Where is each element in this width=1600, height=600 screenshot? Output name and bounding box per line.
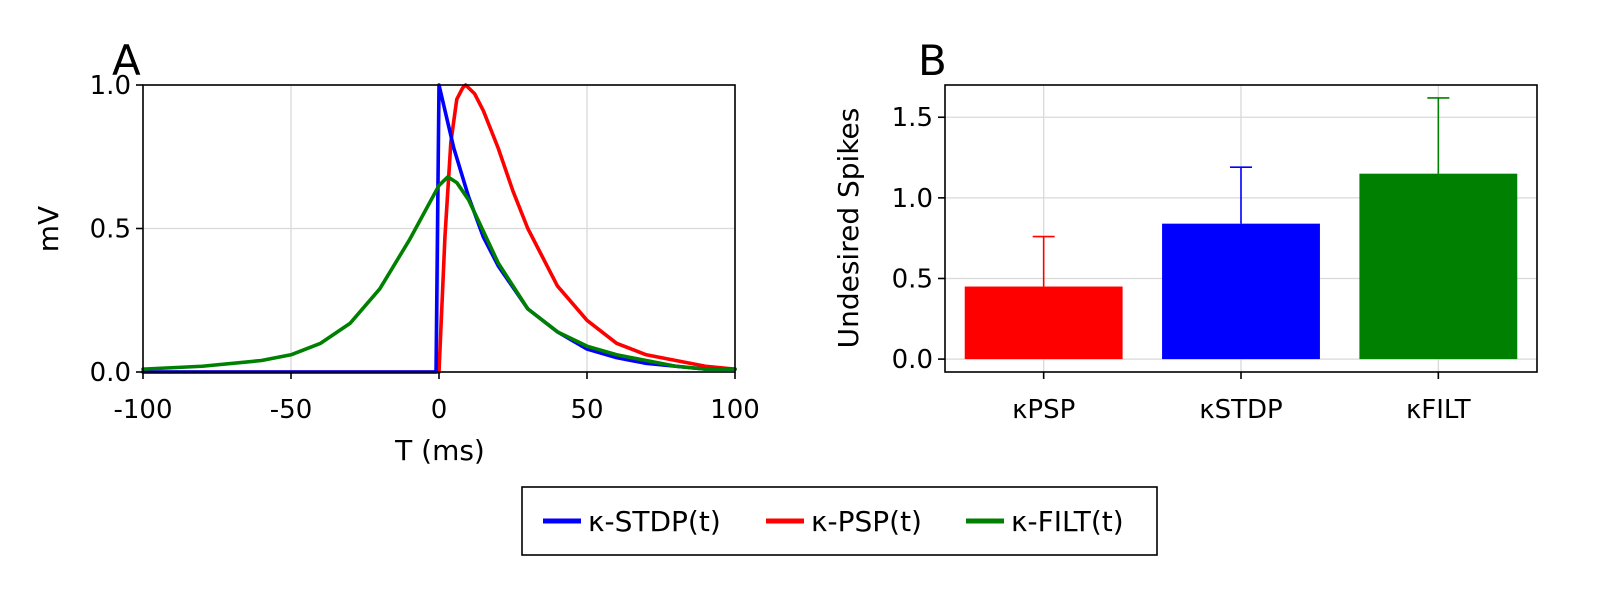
legend-box [521, 486, 1158, 556]
series-line-filtt [141, 175, 737, 371]
panel-b-y-tick-label: 0.0 [892, 345, 933, 375]
panel-b-bars [964, 97, 1518, 360]
panel-b-category-label: κFILT [1406, 395, 1471, 425]
panel-b-letter: B [918, 36, 947, 85]
panel-b-y-ticks: 0.0 0.5 1.0 1.5 [892, 103, 945, 375]
panel-b-bar-chart: κPSP κSTDP κFILT 0.0 0.5 1.0 1.5 B Undesired … [832, 36, 1538, 425]
bar-3 [1359, 173, 1518, 360]
panel-a-x-axis-label: T (ms) [394, 434, 485, 467]
panel-a-y-tick-label: 0.5 [90, 215, 131, 245]
panel-b-y-axis-label: Undesired Spikes [832, 108, 865, 349]
legend-label: κ-STDP(t) [588, 505, 721, 538]
panel-a-line-chart: -100 -50 0 50 100 0.0 0.5 1.0 A T (ms) mV [32, 36, 760, 467]
bar-1 [964, 286, 1123, 360]
legend-label: κ-PSP(t) [811, 505, 922, 538]
panel-b-category-label: κPSP [1012, 395, 1075, 425]
panel-a-y-axis-label: mV [32, 206, 65, 252]
panel-a-x-tick-label: 100 [710, 395, 760, 425]
panel-a-x-tick-label: -50 [270, 395, 312, 425]
panel-a-y-tick-label: 1.0 [90, 71, 131, 101]
legend-items: κ-STDP(t) κ-PSP(t) κ-FILT(t) [543, 505, 1124, 538]
panel-a-letter: A [112, 36, 141, 85]
panel-a-x-ticks: -100 -50 0 50 100 [113, 372, 760, 425]
panel-b-x-ticks: κPSP κSTDP κFILT [1012, 372, 1471, 425]
panel-b-category-label: κSTDP [1199, 395, 1282, 425]
panel-b-y-tick-label: 0.5 [892, 264, 933, 294]
panel-a-x-tick-label: -100 [113, 395, 172, 425]
panel-b-y-tick-label: 1.5 [892, 103, 933, 133]
bar-2 [1162, 223, 1320, 360]
panel-a-x-tick-label: 0 [431, 395, 448, 425]
panel-b-y-tick-label: 1.0 [892, 184, 933, 214]
panel-a-x-tick-label: 50 [570, 395, 603, 425]
series-line-pspt [141, 83, 737, 374]
panel-a-y-tick-label: 0.0 [90, 358, 131, 388]
legend-label: κ-FILT(t) [1011, 505, 1124, 538]
legend: κ-STDP(t) κ-PSP(t) κ-FILT(t) [521, 486, 1158, 556]
panel-a-y-ticks: 0.0 0.5 1.0 [90, 71, 143, 388]
